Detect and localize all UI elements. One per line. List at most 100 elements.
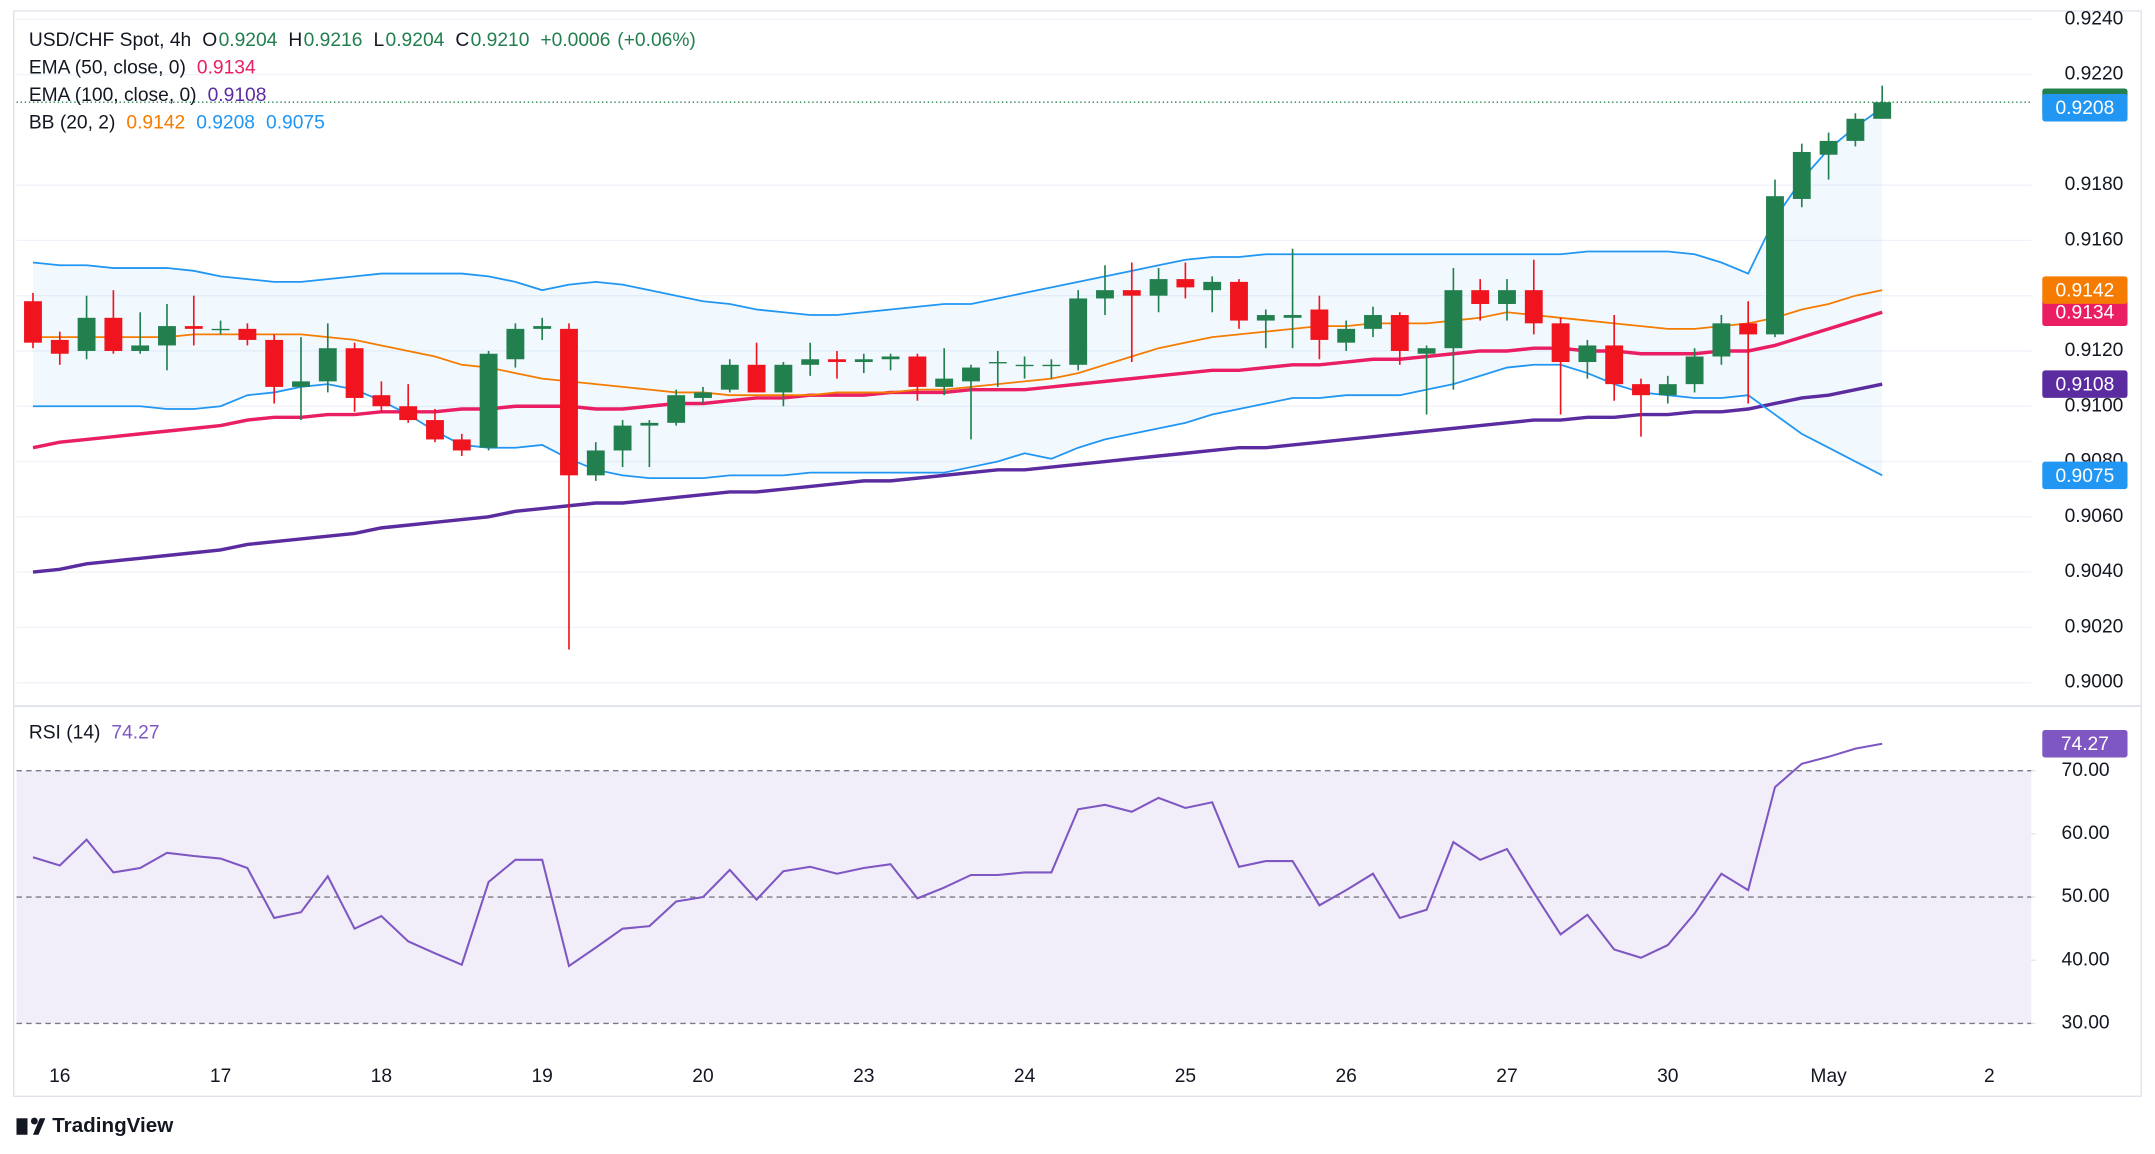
quote-label: C [455, 30, 469, 51]
chart-frame [13, 10, 2142, 1097]
legend-name: EMA (100, close, 0) [29, 85, 197, 106]
candle-body [1015, 364, 1034, 367]
candle-body [988, 362, 1007, 364]
candle-body [560, 328, 578, 476]
y-tick-label: 0.9020 [2065, 616, 2124, 637]
y-tick-label: 0.9220 [2065, 64, 2124, 85]
quote-value: 0.9210 [471, 30, 530, 51]
candle-body [1712, 323, 1731, 357]
candle-body [774, 364, 793, 393]
candle-body [1444, 290, 1463, 349]
candle-body [1417, 348, 1436, 354]
candle-body [104, 317, 123, 351]
candle-body [1739, 323, 1758, 335]
quote-label: H [288, 30, 302, 51]
quote-value: 0.9204 [386, 30, 445, 51]
candle-body [426, 420, 444, 440]
y-tick-label: 0.9160 [2065, 229, 2124, 250]
logo-mark [16, 1118, 28, 1135]
legend-value: 0.9142 [126, 113, 185, 134]
candle-body [1632, 384, 1650, 396]
candle-body [1122, 290, 1141, 296]
x-tick-label: 30 [1657, 1066, 1678, 1087]
candle-body [1096, 290, 1114, 299]
quote-label: L [373, 30, 384, 51]
candle-body [399, 406, 418, 421]
candle-body [1256, 315, 1275, 321]
y-tick-label: 70.00 [2062, 760, 2110, 781]
candle-body [828, 359, 846, 363]
x-tick-label: 25 [1175, 1066, 1196, 1087]
candle-body [1819, 140, 1838, 155]
indicator-badge-bg [2042, 93, 2128, 122]
legend-value: 0.9134 [197, 58, 256, 79]
candle-body [292, 381, 310, 387]
candle-body [345, 348, 364, 398]
rsi-badge: 74.27 [2061, 734, 2109, 755]
quote-change: +0.0006 [540, 30, 610, 51]
legend-line: RSI (14) 74.27 [29, 723, 160, 744]
candle-body [720, 364, 739, 390]
candle-body [854, 359, 873, 363]
candle-body [1846, 118, 1865, 141]
candle-body [372, 395, 391, 407]
candle-body [24, 301, 42, 343]
x-tick-label: May [1810, 1066, 1847, 1087]
branding: TradingView [16, 1114, 174, 1137]
candle-body [801, 359, 820, 365]
x-tick-label: 2 [1984, 1066, 1995, 1087]
candle-body [747, 364, 766, 393]
candle-body [265, 339, 284, 387]
legend-value: 0.9208 [196, 113, 255, 134]
legend-line: BB (20, 2) 0.9142 0.9208 0.9075 [29, 113, 325, 134]
indicator-badge-bg [2042, 370, 2128, 398]
candle-body [131, 345, 150, 351]
candle-body [1578, 345, 1597, 363]
indicator-line [32, 310, 1883, 450]
x-tick-label: 20 [692, 1066, 713, 1087]
legend-name: EMA (50, close, 0) [29, 58, 186, 79]
legend-name: RSI (14) [29, 723, 101, 744]
x-tick-label: 19 [531, 1066, 552, 1087]
quote-label: O [202, 30, 217, 51]
indicator-badge: 0.9108 [2056, 375, 2115, 396]
candle-body [158, 326, 176, 346]
indicator-badge-bg [2042, 461, 2128, 490]
legend-line: USD/CHF Spot, 4h O0.9204 H0.9216 L0.9204 C0.… [29, 30, 696, 51]
candle-body [1605, 345, 1624, 385]
y-tick-label: 0.9180 [2065, 174, 2124, 195]
candle-body [1337, 328, 1356, 343]
candle-body [77, 317, 96, 351]
candle-body [1766, 196, 1784, 335]
candle-body [935, 378, 954, 387]
y-tick-label: 30.00 [2062, 1013, 2110, 1034]
quote-value: 0.9204 [219, 30, 278, 51]
logo-mark [32, 1118, 46, 1135]
brand-text: TradingView [52, 1114, 174, 1137]
candle-body [1176, 279, 1195, 288]
indicator-line [32, 289, 1883, 397]
rsi-badge-bg [2042, 729, 2128, 758]
x-tick-label: 24 [1014, 1066, 1036, 1087]
candle-body [586, 450, 605, 476]
candle-body [50, 339, 69, 354]
indicator-line [32, 382, 1883, 574]
candle-body [238, 328, 257, 340]
candle-body [1364, 315, 1382, 329]
candle-body [613, 425, 632, 451]
candle-body [211, 328, 230, 331]
x-tick-label: 27 [1496, 1066, 1517, 1087]
candle-body [694, 392, 712, 398]
indicator-badge-bg [2042, 298, 2128, 327]
x-tick-label: 26 [1335, 1066, 1356, 1087]
x-tick-label: 18 [371, 1066, 392, 1087]
candle-body [318, 348, 337, 382]
candle-body [1203, 281, 1222, 291]
candle-body [1149, 279, 1168, 296]
indicator-line [32, 363, 1883, 480]
legend-value: 0.9108 [208, 85, 267, 106]
y-tick-label: 0.9100 [2065, 395, 2124, 416]
indicator-badge-bg [2042, 276, 2128, 304]
